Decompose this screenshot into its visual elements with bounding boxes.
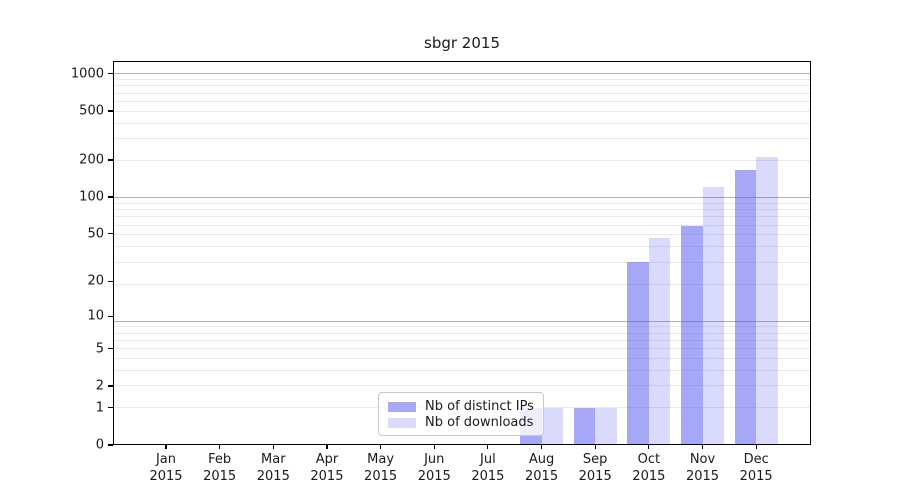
y-tick-mark <box>108 73 113 74</box>
y-tick-mark <box>108 348 113 349</box>
y-tick-label: 500 <box>52 104 104 119</box>
y-tick-mark <box>108 281 113 282</box>
x-tick-mark <box>273 445 274 449</box>
legend-label-downloads: Nb of downloads <box>425 415 533 431</box>
gridline-minor <box>113 79 811 80</box>
y-tick-mark <box>108 316 113 317</box>
y-tick-mark <box>108 196 113 197</box>
bar-downloads-aug <box>542 408 564 445</box>
y-tick-mark <box>108 233 113 234</box>
bar-distinct-ips-oct <box>627 262 649 445</box>
legend-item-distinct-ips: Nb of distinct IPs <box>388 399 534 415</box>
y-tick-label: 5 <box>52 341 104 356</box>
chart-title: sbgr 2015 <box>424 34 500 52</box>
bar-downloads-dec <box>756 157 778 445</box>
legend-label-distinct-ips: Nb of distinct IPs <box>425 399 534 415</box>
x-tick-mark <box>648 445 649 449</box>
y-tick-mark <box>108 444 113 445</box>
y-tick-label: 1 <box>52 400 104 415</box>
x-tick-mark <box>165 445 166 449</box>
gridline-minor <box>113 85 811 86</box>
gridline-minor <box>113 160 811 161</box>
bar-downloads-oct <box>649 238 671 445</box>
bar-downloads-nov <box>703 187 725 445</box>
y-tick-label: 200 <box>52 153 104 168</box>
legend-swatch-distinct-ips <box>388 402 416 412</box>
y-tick-mark <box>108 407 113 408</box>
x-tick-mark <box>756 445 757 449</box>
legend: Nb of distinct IPs Nb of downloads <box>378 392 544 436</box>
x-tick-mark <box>434 445 435 449</box>
x-tick-mark <box>541 445 542 449</box>
gridline-major <box>113 73 811 74</box>
y-tick-label: 2 <box>52 378 104 393</box>
x-tick-mark <box>595 445 596 449</box>
y-tick-label: 10 <box>52 309 104 324</box>
x-tick-mark <box>380 445 381 449</box>
gridline-minor <box>113 101 811 102</box>
y-tick-mark <box>108 385 113 386</box>
bar-distinct-ips-sep <box>574 408 596 445</box>
x-tick-mark <box>702 445 703 449</box>
gridline-minor <box>113 138 811 139</box>
x-tick-mark <box>487 445 488 449</box>
y-tick-mark <box>108 110 113 111</box>
gridline-minor <box>113 93 811 94</box>
y-tick-label: 0 <box>52 438 104 453</box>
chart-figure: sbgr 2015 10005002001005020105210Jan 201… <box>0 0 900 500</box>
bar-distinct-ips-dec <box>735 170 757 445</box>
y-tick-label: 50 <box>52 226 104 241</box>
gridline-minor <box>113 111 811 112</box>
bar-downloads-sep <box>595 408 617 445</box>
x-tick-mark <box>219 445 220 449</box>
y-tick-mark <box>108 159 113 160</box>
y-tick-label: 20 <box>52 274 104 289</box>
legend-item-downloads: Nb of downloads <box>388 415 534 431</box>
bar-distinct-ips-nov <box>681 226 703 445</box>
legend-swatch-downloads <box>388 418 416 428</box>
y-tick-label: 100 <box>52 190 104 205</box>
x-tick-label-dec: Dec 2015 <box>725 452 787 485</box>
y-tick-label: 1000 <box>52 66 104 81</box>
gridline-minor <box>113 123 811 124</box>
x-tick-mark <box>326 445 327 449</box>
